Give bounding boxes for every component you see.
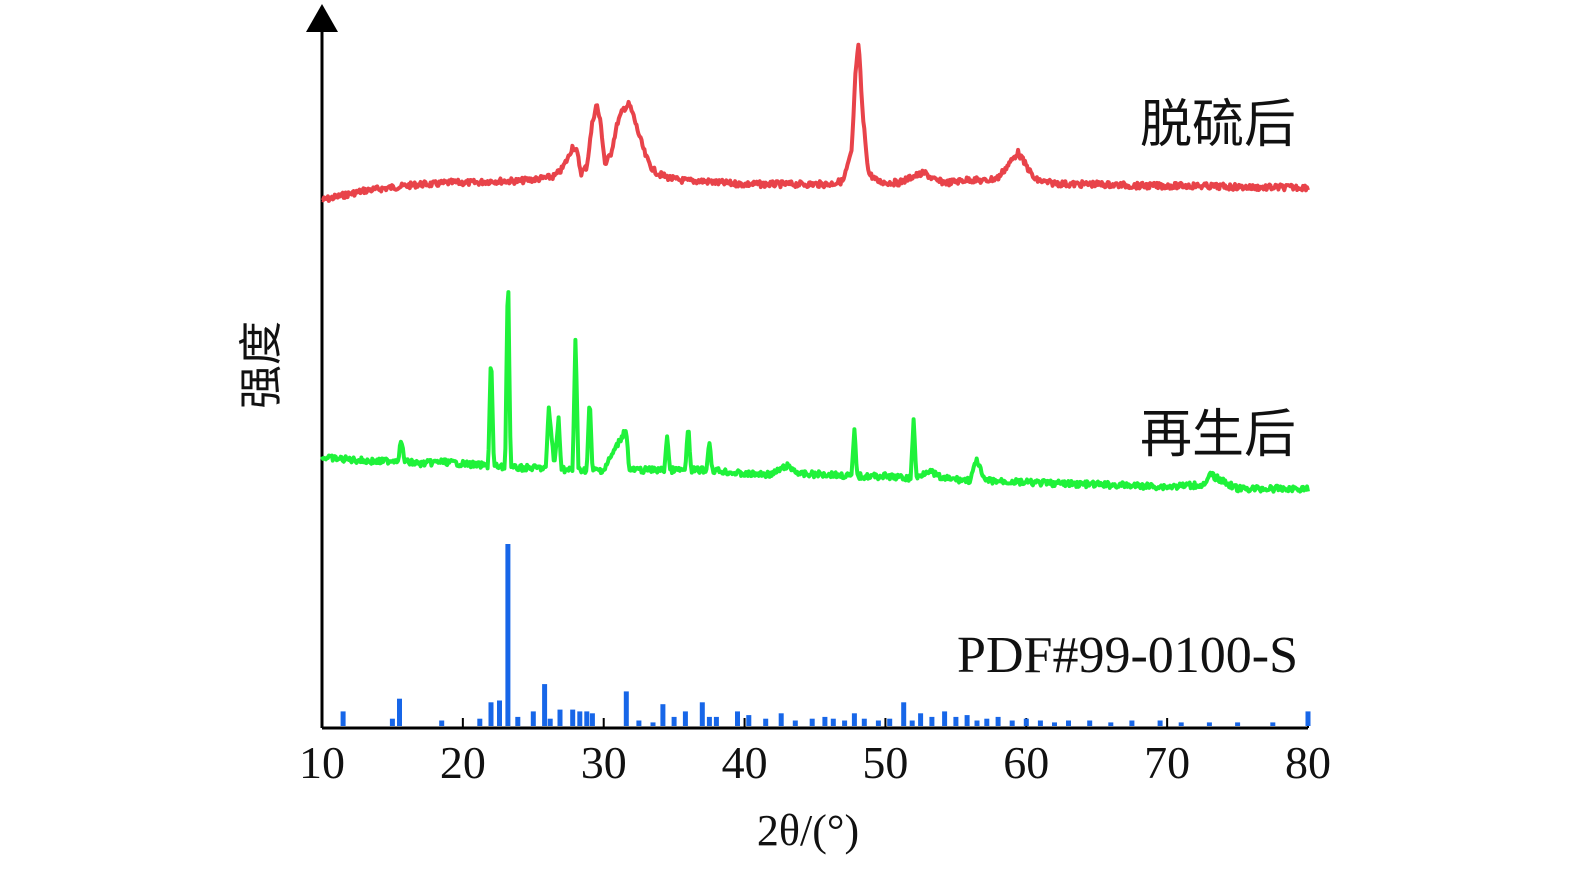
reference-stick xyxy=(706,716,712,726)
reference-stick xyxy=(1087,720,1093,726)
axes xyxy=(306,4,1308,730)
x-tick-label: 30 xyxy=(581,737,627,788)
reference-stick xyxy=(505,544,511,726)
series-line xyxy=(320,290,1310,494)
reference-stick xyxy=(1178,722,1184,726)
y-axis-arrow xyxy=(306,4,338,32)
reference-stick xyxy=(778,713,784,726)
reference-stick xyxy=(589,713,595,726)
reference-stick xyxy=(557,709,563,726)
reference-stick xyxy=(875,720,881,726)
reference-stick xyxy=(763,718,769,726)
reference-stick xyxy=(488,702,494,726)
reference-stick xyxy=(746,715,752,726)
reference-stick xyxy=(995,716,1001,726)
x-tick-label: 70 xyxy=(1144,737,1190,788)
reference-stick xyxy=(1129,720,1135,726)
reference-stick xyxy=(389,718,395,726)
x-tick-label: 80 xyxy=(1285,737,1331,788)
y-axis-title: 强度 xyxy=(237,321,286,409)
reference-stick xyxy=(699,702,705,726)
reference-stick xyxy=(636,720,642,726)
reference-stick xyxy=(1023,718,1029,726)
reference-stick xyxy=(1235,722,1241,726)
x-tick-label: 40 xyxy=(722,737,768,788)
reference-stick xyxy=(1270,722,1276,726)
reference-stick xyxy=(515,716,521,726)
reference-stick xyxy=(1157,720,1163,726)
x-tick-label: 50 xyxy=(862,737,908,788)
reference-stick xyxy=(953,716,959,726)
reference-stick xyxy=(671,716,677,726)
reference-stick xyxy=(974,720,980,726)
x-ticks: 10 20 30 40 50 60 70 80 xyxy=(299,718,1331,788)
reference-stick xyxy=(942,711,948,726)
reference-stick xyxy=(477,718,483,726)
x-axis-title: 2θ/(°) xyxy=(757,806,859,855)
reference-stick xyxy=(901,702,907,726)
reference-stick xyxy=(851,713,857,726)
series-line xyxy=(321,42,1310,203)
reference-stick xyxy=(735,711,740,726)
reference-stick xyxy=(547,718,553,726)
reference-stick xyxy=(570,709,576,726)
reference-stick xyxy=(842,720,848,726)
reference-stick xyxy=(397,698,402,726)
x-tick-label: 10 xyxy=(299,737,345,788)
series-label: 脱硫后 xyxy=(1140,97,1296,154)
series-layer xyxy=(320,42,1311,726)
x-tick-label: 60 xyxy=(1003,737,1049,788)
reference-stick xyxy=(822,716,828,726)
reference-stick xyxy=(439,720,445,726)
reference-stick xyxy=(1108,722,1114,726)
reference-stick xyxy=(1305,711,1311,726)
reference-stick xyxy=(1037,720,1043,726)
reference-stick xyxy=(650,722,656,726)
reference-stick xyxy=(340,711,346,726)
reference-stick xyxy=(1066,720,1071,726)
reference-stick xyxy=(929,716,935,726)
series-label: PDF#99-0100-S xyxy=(957,627,1298,684)
reference-stick xyxy=(792,720,798,726)
reference-stick xyxy=(1206,722,1212,726)
reference-stick xyxy=(623,691,629,726)
x-tick-label: 20 xyxy=(440,737,486,788)
reference-stick xyxy=(887,718,893,726)
reference-stick xyxy=(984,718,990,726)
reference-stick xyxy=(1009,720,1015,726)
reference-stick xyxy=(682,711,688,726)
reference-stick xyxy=(861,718,867,726)
series-label: 再生后 xyxy=(1140,407,1296,464)
reference-stick xyxy=(542,684,548,726)
reference-stick xyxy=(918,713,924,726)
reference-stick xyxy=(809,718,815,726)
reference-stick xyxy=(1052,722,1057,726)
reference-stick xyxy=(660,704,666,726)
reference-stick xyxy=(530,711,536,726)
reference-stick xyxy=(964,715,970,726)
reference-stick xyxy=(713,716,719,726)
reference-stick xyxy=(830,718,836,726)
reference-stick xyxy=(909,720,915,726)
reference-stick xyxy=(497,700,502,726)
reference-stick xyxy=(584,711,590,726)
reference-stick xyxy=(577,711,583,726)
